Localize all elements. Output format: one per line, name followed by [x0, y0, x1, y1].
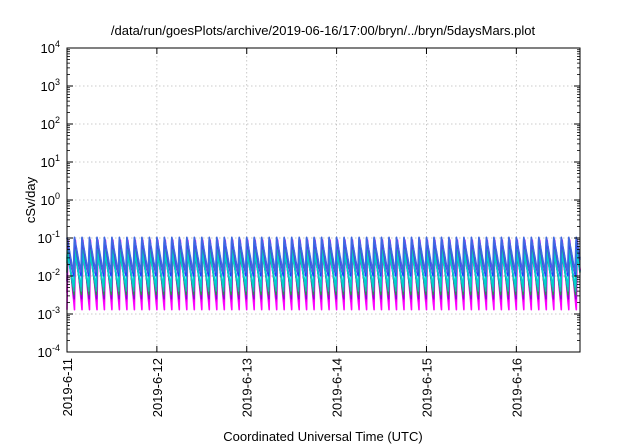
y-tick-label: 10-2	[38, 267, 60, 284]
gridlines	[67, 48, 580, 352]
x-tick-label: 2019-6-13	[240, 358, 255, 417]
y-tick-label: 10-1	[38, 229, 60, 246]
y-tick-label: 103	[41, 77, 60, 94]
y-tick-label: 101	[41, 153, 60, 170]
x-tick-label: 2019-6-11	[60, 358, 75, 416]
series-line	[66, 253, 581, 288]
x-axis-label: Coordinated Universal Time (UTC)	[223, 429, 422, 444]
y-tick-label: 102	[41, 115, 60, 132]
y-tick-label: 10-4	[38, 343, 60, 360]
x-tick-label: 2019-6-12	[150, 358, 165, 417]
y-tick-label: 100	[41, 191, 60, 208]
x-tick-label: 2019-6-15	[419, 358, 434, 417]
y-tick-label: 10-3	[38, 305, 60, 322]
y-axis-label: cSv/day	[23, 176, 38, 223]
y-axis: 10-4 10-3 10-2 10-1 100 101 102 103 104	[38, 39, 580, 360]
series-line	[66, 248, 581, 292]
series-line	[66, 236, 581, 273]
x-tick-label: 2019-6-16	[509, 358, 524, 417]
chart-title: /data/run/goesPlots/archive/2019-06-16/1…	[111, 23, 536, 38]
x-tick-label: 2019-6-14	[330, 358, 345, 417]
y-tick-label: 104	[41, 39, 60, 56]
x-axis: 2019-6-11 2019-6-12 2019-6-13 2019-6-14 2019…	[60, 48, 524, 417]
series-group	[66, 236, 581, 311]
